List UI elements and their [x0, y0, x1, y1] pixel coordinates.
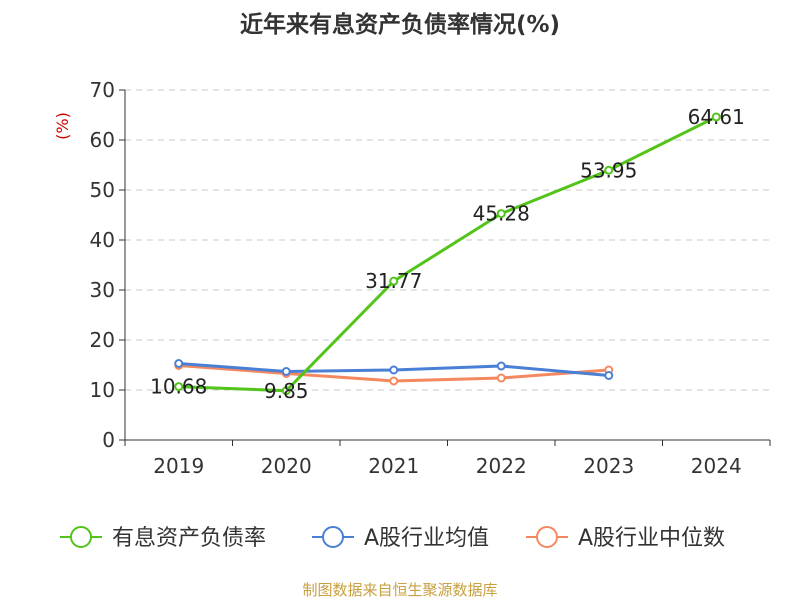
series-point-2 [496, 373, 506, 383]
x-tick-label: 2020 [261, 454, 312, 478]
series-point-0 [389, 276, 399, 286]
y-tick-label: 20 [90, 328, 115, 352]
data-label: 31.77 [365, 269, 422, 293]
y-tick-label: 40 [90, 228, 115, 252]
y-tick-label: 0 [102, 428, 115, 452]
series-point-2 [389, 376, 399, 386]
y-tick-label: 30 [90, 278, 115, 302]
legend-marker [70, 526, 92, 548]
series-point-1 [389, 365, 399, 375]
legend-label: A股行业均值 [364, 526, 489, 551]
data-label: 45.28 [473, 202, 530, 226]
x-tick-label: 2024 [691, 454, 742, 478]
series-point-0 [174, 382, 184, 392]
x-tick-labels: 2019 2020 2021 2022 2023 2024 [153, 454, 741, 478]
series-point-1 [281, 367, 291, 376]
series-point-0 [281, 386, 291, 396]
data-label: 9.85 [264, 379, 309, 403]
series-point-1 [174, 359, 184, 368]
y-tick-label: 50 [90, 178, 115, 202]
x-tick-label: 2022 [476, 454, 527, 478]
legend-marker [536, 526, 558, 548]
legend-label: A股行业中位数 [578, 526, 725, 551]
y-tick-label: 70 [90, 78, 115, 102]
x-tick-label: 2021 [368, 454, 419, 478]
series-point-1 [604, 371, 614, 380]
data-label: 53.95 [580, 158, 637, 182]
legend-label: 有息资产负债率 [112, 526, 266, 551]
y-tick-label: 10 [90, 378, 115, 402]
source-note: 制图数据来自恒生聚源数据库 [302, 581, 497, 599]
data-label: 10.68 [150, 375, 207, 399]
data-label: 64.61 [688, 105, 745, 129]
y-tick-label: 60 [90, 128, 115, 152]
series-point-1 [496, 361, 506, 371]
y-tick-labels: 0 10 20 30 40 50 60 70 [90, 78, 115, 452]
chart-title: 近年来有息资产负债率情况(%) [240, 11, 560, 38]
series-line-0 [178, 115, 717, 393]
legend: 有息资产负债率 A股行业均值 A股行业中位数 [60, 526, 725, 551]
gridlines [125, 89, 770, 391]
x-tick-label: 2019 [153, 454, 204, 478]
series-group [174, 112, 721, 396]
series-point-0 [604, 165, 614, 175]
data-labels: 10.68 9.85 31.77 45.28 53.95 64.61 [150, 105, 745, 403]
series-point-0 [711, 112, 721, 122]
legend-marker [322, 526, 344, 548]
axes [119, 89, 771, 446]
y-axis-label: (%) [53, 112, 72, 140]
x-tick-label: 2023 [583, 454, 634, 478]
series-point-0 [496, 209, 506, 219]
